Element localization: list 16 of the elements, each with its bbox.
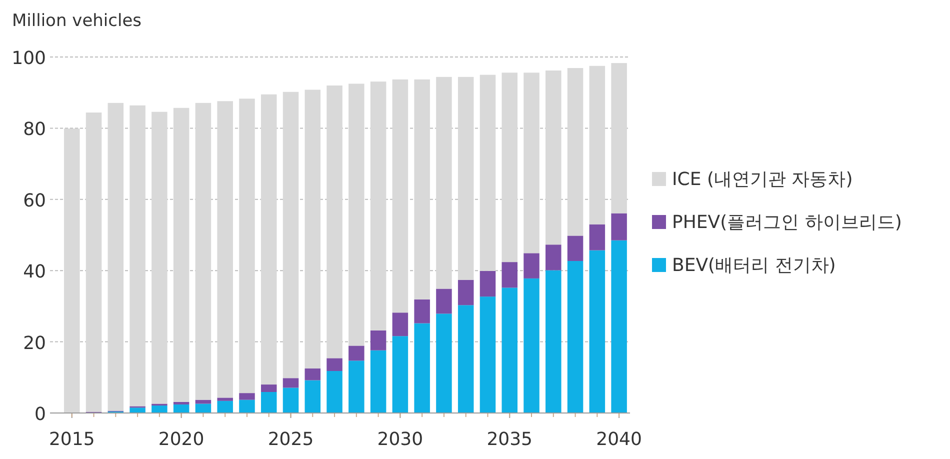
legend-label: ICE (내연기관 자동차) bbox=[672, 169, 853, 190]
x-tick-label: 2030 bbox=[377, 429, 424, 450]
y-tick-label: 40 bbox=[23, 262, 46, 283]
x-tick-label: 2015 bbox=[48, 429, 95, 450]
y-tick-label: 80 bbox=[23, 119, 46, 140]
x-tick-label: 2025 bbox=[268, 429, 314, 450]
x-tick-label: 2035 bbox=[486, 429, 533, 450]
y-tick-label: 100 bbox=[12, 48, 46, 69]
legend-label: BEV(배터리 전기차) bbox=[672, 255, 836, 276]
y-axis-title: Million vehicles bbox=[12, 11, 142, 31]
x-tick-label: 2040 bbox=[596, 429, 642, 450]
y-tick-label: 20 bbox=[23, 332, 46, 354]
legend-label: PHEV(플러그인 하이브리드) bbox=[672, 212, 902, 233]
y-tick-label: 0 bbox=[34, 404, 46, 425]
x-tick-label: 2020 bbox=[158, 429, 204, 450]
y-tick-label: 60 bbox=[23, 190, 46, 212]
